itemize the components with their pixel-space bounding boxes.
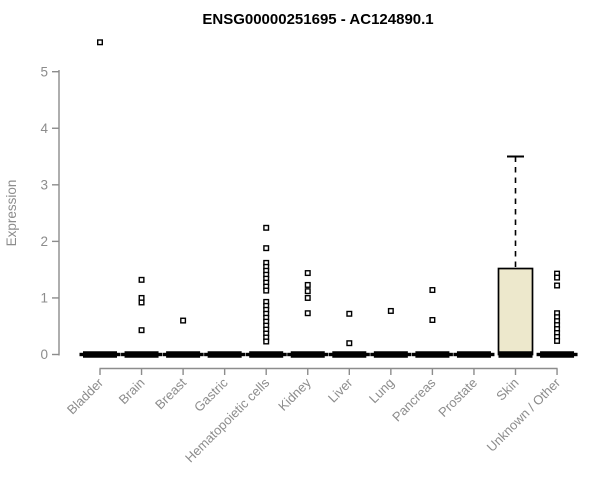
collapsed-box-prostate — [456, 351, 491, 358]
outlier-point-pancreas — [429, 287, 436, 294]
x-category-label: Unknown / Other — [484, 375, 564, 455]
x-category-label: Skin — [493, 375, 521, 403]
outlier-point-hematopoietic-cells — [263, 287, 270, 294]
outlier-point-kidney — [304, 294, 311, 301]
y-tick-label: 3 — [40, 178, 48, 193]
x-category-label: Gastric — [191, 375, 231, 415]
x-category-label: Bladder — [64, 375, 107, 418]
outlier-point-liver — [346, 340, 353, 347]
outlier-point-brain — [138, 276, 145, 283]
outlier-point-liver — [346, 310, 353, 317]
y-tick-label: 2 — [40, 234, 48, 249]
outlier-point-hematopoietic-cells — [263, 224, 270, 231]
y-tick-label: 4 — [40, 121, 48, 136]
collapsed-box-pancreas — [415, 351, 450, 358]
outlier-point-kidney — [304, 310, 311, 317]
outlier-point-kidney — [304, 281, 311, 288]
outlier-point-hematopoietic-cells — [263, 338, 270, 345]
collapsed-box-unknown-other — [540, 351, 575, 358]
outlier-point-brain — [138, 327, 145, 334]
outlier-point-breast — [180, 317, 187, 324]
x-category-label: Brain — [116, 375, 148, 407]
y-axis-label: Expression — [4, 180, 19, 247]
outlier-point-pancreas — [429, 316, 436, 323]
collapsed-box-bladder — [83, 351, 117, 358]
collapsed-box-liver — [332, 351, 367, 358]
collapsed-box-brain — [124, 351, 159, 358]
box-skin — [497, 267, 534, 356]
collapsed-box-breast — [166, 351, 201, 358]
x-category-label: Liver — [325, 375, 356, 406]
outlier-point-unknown-other — [554, 282, 561, 289]
x-category-label: Prostate — [435, 375, 480, 420]
x-category-label: Pancreas — [389, 375, 439, 425]
y-tick-label: 0 — [40, 347, 48, 362]
collapsed-box-hematopoietic-cells — [249, 351, 284, 358]
outlier-point-kidney — [304, 288, 311, 295]
median-bar-skin — [498, 351, 533, 358]
collapsed-box-kidney — [290, 351, 325, 358]
collapsed-box-lung — [373, 351, 408, 358]
outlier-point-unknown-other — [554, 274, 561, 281]
y-tick-label: 1 — [40, 291, 48, 306]
y-tick-label: 5 — [40, 64, 48, 79]
x-category-label: Lung — [366, 375, 397, 406]
outlier-point-bladder — [96, 39, 103, 46]
chart-title: ENSG00000251695 - AC124890.1 — [202, 11, 433, 28]
x-category-label: Kidney — [275, 375, 314, 414]
outlier-point-unknown-other — [554, 337, 561, 344]
x-category-label: Breast — [152, 375, 189, 412]
outlier-point-hematopoietic-cells — [263, 245, 270, 252]
collapsed-box-gastric — [207, 351, 242, 358]
outlier-point-lung — [387, 307, 394, 314]
outlier-point-brain — [138, 299, 145, 306]
outlier-point-kidney — [304, 270, 311, 277]
